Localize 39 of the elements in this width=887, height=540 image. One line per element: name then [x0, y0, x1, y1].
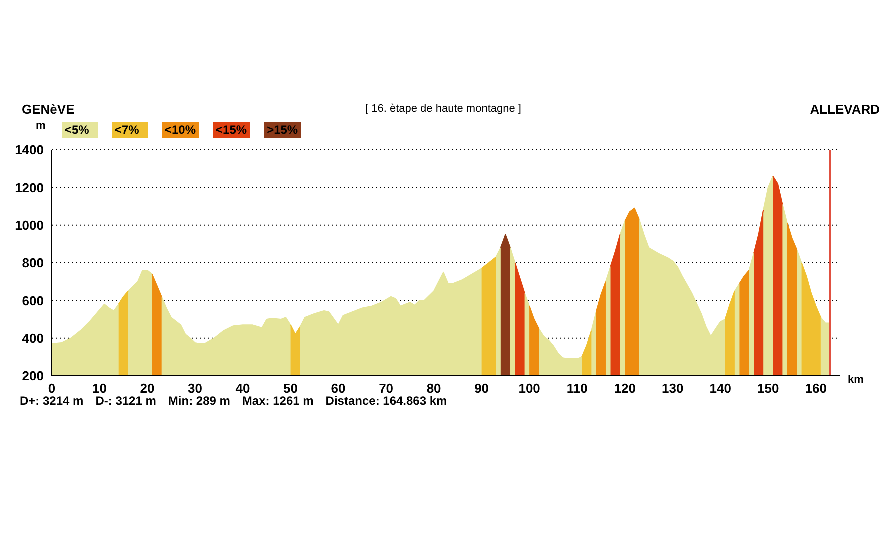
x-tick-label: 120	[614, 381, 636, 396]
x-axis-title: km	[848, 374, 864, 386]
text: ALLEVARD	[810, 102, 880, 117]
x-tick-label: 160	[805, 381, 827, 396]
x-tick-label: 130	[662, 381, 684, 396]
text: <5%	[62, 122, 98, 138]
x-tick-label: 80	[426, 381, 442, 396]
x-tick-label: 0	[48, 381, 56, 396]
x-tick-label: 10	[92, 381, 107, 396]
x-tick-label: 20	[140, 381, 155, 396]
y-axis-title: m	[36, 120, 46, 132]
text: Distance: 164.863 km	[326, 394, 448, 408]
text: Min: 289 m	[168, 394, 230, 408]
x-tick-label: 90	[474, 381, 490, 396]
x-tick-label: 70	[379, 381, 394, 396]
y-tick-label: 1200	[15, 180, 44, 196]
x-tick-label: 30	[188, 381, 203, 396]
text: <15%	[213, 122, 250, 138]
chart-title: [ 16. ètape de haute montagne ]	[366, 103, 522, 115]
x-tick-label: 110	[566, 381, 588, 396]
y-tick-label: 1400	[15, 142, 44, 158]
x-tick-label: 140	[710, 381, 732, 396]
x-tick-label: 50	[284, 381, 298, 396]
text: <7%	[112, 122, 148, 138]
text: D-: 3121 m	[96, 394, 156, 408]
y-tick-label: 800	[22, 256, 44, 271]
text: Max: 1261 m	[242, 394, 314, 408]
x-tick-label: 40	[236, 381, 250, 396]
x-tick-label: 60	[331, 381, 346, 396]
x-tick-label: 150	[758, 381, 780, 396]
y-tick-label: 600	[22, 293, 44, 308]
x-tick-label: 100	[518, 381, 540, 396]
text: GENèVE	[22, 102, 75, 117]
text: >15%	[264, 122, 302, 138]
text: <10%	[162, 122, 200, 138]
y-tick-label: 200	[22, 368, 44, 384]
y-tick-label: 400	[22, 330, 44, 346]
y-tick-label: 1000	[15, 218, 44, 233]
text: D+: 3214 m	[20, 394, 84, 408]
